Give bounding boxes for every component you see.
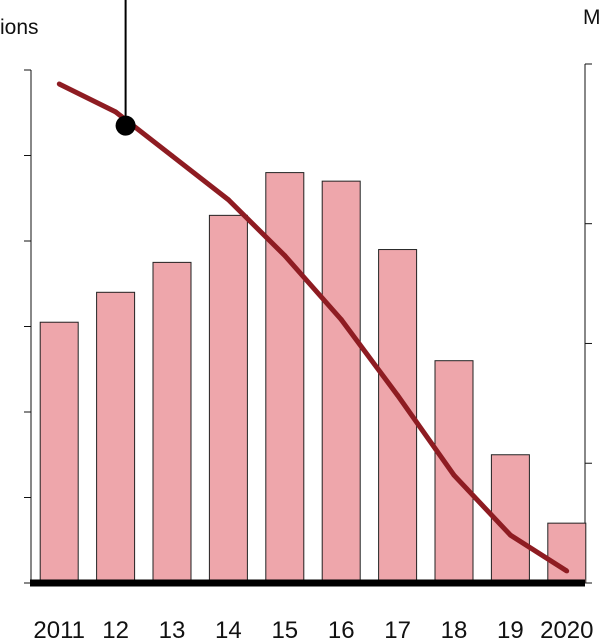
x-tick-label: 19 [497,617,524,640]
trend-point-15 [282,253,288,259]
trend-point-19 [508,532,513,538]
bars [39,172,587,584]
trend-point-18 [451,472,457,478]
bar-13 [152,261,192,584]
trend-point-17 [395,392,400,398]
x-tick-label: 15 [271,617,298,640]
trend-point-12 [113,109,118,115]
right-axis-label: M [583,6,601,29]
left-axis-ticks [24,69,31,584]
trend-line [58,81,569,574]
bar-14 [208,214,248,584]
bar-2011 [39,321,79,584]
trend-point-14 [226,197,231,203]
bar-16 [321,180,361,584]
x-tick-label: 2020 [540,617,593,640]
trend-point-16 [338,317,344,322]
bar-2020 [547,522,587,584]
trend-line-layer [56,81,570,574]
annotation-marker [115,0,136,136]
x-tick-label: 17 [384,617,411,640]
x-axis-labels: 2011 12 13 14 15 16 17 18 19 2020 [33,617,593,640]
trend-point-2011 [56,81,62,87]
x-tick-label: 18 [441,617,468,640]
trend-point-2020 [564,568,570,574]
left-axis-label: ions [0,16,39,39]
x-tick-label: 14 [215,617,242,640]
x-tick-label: 12 [102,617,129,640]
marker-dot [115,115,136,136]
trend-point-13 [169,153,175,159]
right-axis-ticks [585,63,592,584]
x-tick-label: 13 [159,617,186,640]
x-tick-label: 2011 [33,617,85,640]
x-tick-label: 16 [328,617,355,640]
bar-15 [265,172,305,584]
bar-12 [96,291,136,584]
